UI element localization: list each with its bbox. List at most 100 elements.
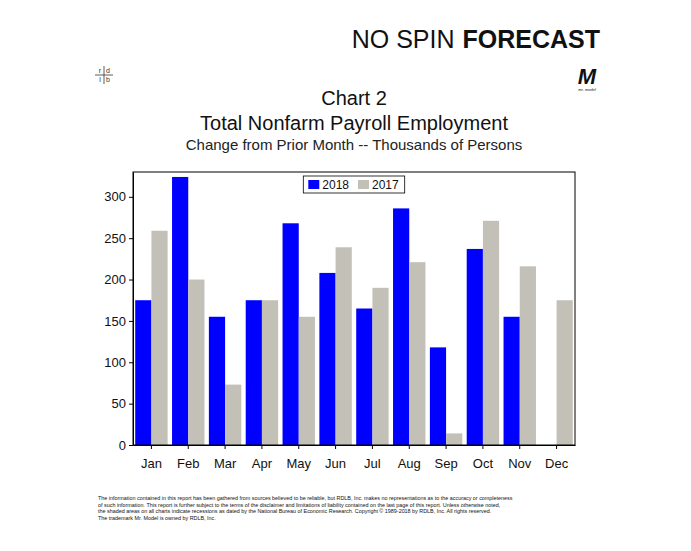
chart-svg: NO SPIN FORECAST rdlb Mmr. model Chart 2 Tota… [0, 0, 691, 551]
tick-label: 100 [104, 355, 126, 370]
bar [430, 347, 446, 445]
logo-letter: b [106, 76, 110, 83]
bars [135, 177, 573, 445]
legend-label: 2018 [322, 178, 349, 192]
x-tick: Mar [214, 445, 237, 471]
bar [504, 317, 520, 445]
chart-container: NO SPIN FORECAST rdlb Mmr. model Chart 2 Tota… [0, 0, 691, 551]
tick-mark [298, 445, 299, 449]
bar [188, 280, 204, 445]
tick-label: Sep [435, 456, 458, 471]
tick-mark [556, 445, 557, 449]
tick-mark [188, 445, 189, 449]
legend: 2018 2017 [303, 176, 404, 193]
bar [467, 249, 483, 445]
x-tick: May [286, 445, 311, 471]
bar [299, 317, 315, 445]
bar [520, 266, 536, 445]
bar [283, 223, 299, 445]
tick-mark [129, 362, 133, 363]
tick-label: 300 [104, 189, 126, 204]
x-tick: Dec [545, 445, 569, 471]
y-tick: 150 [104, 314, 133, 329]
chart-title: Total Nonfarm Payroll Employment [200, 112, 508, 134]
brand-part: FORECAST [463, 25, 601, 53]
x-tick: Feb [177, 445, 199, 471]
legend-box [303, 176, 404, 193]
bar [319, 273, 335, 445]
y-tick: 0 [119, 438, 133, 453]
tick-label: 200 [104, 272, 126, 287]
bar [225, 385, 241, 445]
tick-mark [446, 445, 447, 449]
footer-line: of such information. This report is furt… [98, 502, 501, 508]
bar [557, 300, 573, 445]
bar [372, 288, 388, 445]
tick-label: Feb [177, 456, 199, 471]
logo-letter: d [106, 67, 110, 74]
tick-label: 0 [119, 438, 126, 453]
brand-part: NO SPIN [352, 25, 455, 53]
y-tick: 200 [104, 272, 133, 287]
x-tick: Nov [508, 445, 532, 471]
brand: NO SPIN FORECAST [352, 25, 600, 53]
logo-letter: r [99, 67, 102, 74]
tick-label: Aug [398, 456, 421, 471]
legend-label: 2017 [372, 178, 399, 192]
logo-letter: l [99, 76, 101, 83]
x-tick: Sep [435, 445, 458, 471]
logo-line [104, 66, 105, 84]
logo-left: rdlb [95, 66, 113, 84]
tick-label: Mar [214, 456, 237, 471]
x-tick: Apr [252, 445, 273, 471]
x-tick: Jul [364, 445, 381, 471]
tick-mark [129, 445, 133, 446]
tick-mark [409, 445, 410, 449]
x-tick: Oct [473, 445, 494, 471]
logo-caption: mr. model [578, 87, 596, 92]
legend-swatch [308, 180, 319, 189]
tick-mark [261, 445, 262, 449]
x-axis: Jan Feb Mar Apr May Jun Jul Aug Sep Oct Nov Dec [134, 445, 576, 471]
y-tick: 100 [104, 355, 133, 370]
tick-mark [519, 445, 520, 449]
footer-line: The information contained in this report… [98, 495, 513, 501]
bar [483, 221, 499, 445]
bar [393, 208, 409, 445]
chart-label: Chart 2 [321, 87, 387, 109]
x-tick: Jun [325, 445, 346, 471]
tick-label: Apr [252, 456, 273, 471]
bar [409, 262, 425, 445]
bar [151, 231, 167, 445]
axis-line [134, 445, 576, 446]
tick-label: Jan [141, 456, 162, 471]
bar [172, 177, 188, 445]
legend-swatch [358, 180, 369, 189]
bar [135, 300, 151, 445]
tick-label: Jun [325, 456, 346, 471]
bar [356, 309, 372, 446]
y-axis: 0 50 100 150 200 250 300 [104, 173, 133, 453]
tick-label: 50 [112, 396, 126, 411]
tick-label: May [286, 456, 311, 471]
tick-mark [129, 321, 133, 322]
chart-subtitle: Change from Prior Month -- Thousands of … [186, 136, 523, 153]
tick-label: Dec [545, 456, 569, 471]
axis-line [133, 173, 134, 446]
y-tick: 300 [104, 189, 133, 204]
bar [336, 247, 352, 445]
x-tick: Jan [141, 445, 162, 471]
tick-label: Jul [364, 456, 381, 471]
x-tick: Aug [398, 445, 421, 471]
tick-mark [129, 404, 133, 405]
footer-line: The trademark Mr. Model is owned by RDLB… [98, 515, 216, 521]
tick-mark [129, 238, 133, 239]
logo-right: M [578, 64, 597, 89]
plot-frame [133, 172, 575, 445]
bar [209, 317, 225, 445]
tick-label: Oct [473, 456, 494, 471]
y-tick: 250 [104, 231, 133, 246]
tick-mark [372, 445, 373, 449]
bar [446, 433, 462, 445]
tick-mark [129, 280, 133, 281]
